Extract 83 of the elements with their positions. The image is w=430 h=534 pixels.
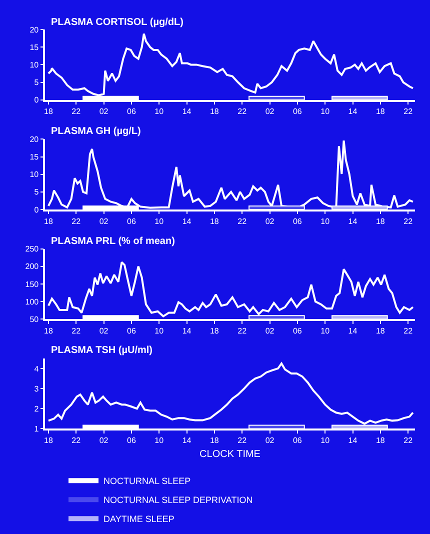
x-tick-label: 14	[182, 326, 192, 336]
x-tick-label: 02	[99, 326, 109, 336]
x-tick-label: 22	[238, 326, 248, 336]
y-tick-label: 0	[34, 205, 40, 214]
x-tick-label: 10	[154, 216, 164, 226]
x-tick-label: 18	[44, 436, 54, 446]
y-tick-label: 50	[30, 314, 40, 324]
x-tick-label: 14	[348, 107, 358, 116]
x-tick-label: 18	[376, 216, 386, 226]
x-tick-label: 10	[320, 436, 330, 446]
x-tick-label: 06	[126, 436, 136, 446]
x-tick-label: 06	[126, 216, 136, 226]
y-tick-label: 4	[34, 364, 40, 374]
y-tick-label: 200	[25, 262, 40, 272]
y-tick-label: 20	[30, 134, 40, 144]
y-tick-label: 150	[25, 280, 40, 289]
x-tick-label: 06	[126, 107, 136, 116]
y-tick-label: 5	[34, 78, 40, 88]
x-tick-label: 14	[182, 436, 192, 446]
x-tick-label: 18	[210, 107, 220, 116]
x-tick-label: 02	[99, 436, 109, 446]
x-tick-label: 18	[210, 436, 220, 446]
x-tick-label: 10	[154, 436, 164, 446]
chart-title: PLASMA TSH (µU/ml)	[51, 345, 152, 356]
x-tick-label: 14	[348, 436, 358, 446]
chart-title: PLASMA GH (µg/L)	[51, 126, 141, 137]
y-tick-label: 10	[30, 60, 40, 70]
x-tick-label: 14	[182, 216, 192, 226]
x-tick-label: 18	[376, 326, 386, 336]
x-tick-label: 18	[44, 326, 54, 336]
x-tick-label: 22	[238, 216, 248, 226]
y-tick-label: 10	[30, 170, 40, 180]
x-tick-label: 10	[320, 216, 330, 226]
x-tick-label: 22	[72, 216, 82, 226]
x-tick-label: 18	[210, 216, 220, 226]
x-tick-label: 10	[154, 326, 164, 336]
x-tick-label: 06	[126, 326, 136, 336]
y-tick-label: 20	[30, 25, 40, 34]
x-tick-label: 02	[265, 216, 275, 226]
y-tick-label: 2	[34, 404, 40, 414]
x-tick-label: 22	[238, 107, 248, 116]
x-tick-label: 22	[72, 107, 82, 116]
x-tick-label: 22	[72, 326, 82, 336]
x-axis-title: CLOCK TIME	[200, 449, 261, 460]
x-tick-label: 02	[265, 326, 275, 336]
x-tick-label: 14	[348, 216, 358, 226]
x-tick-label: 18	[44, 107, 54, 116]
x-tick-label: 22	[404, 107, 414, 116]
x-tick-label: 10	[320, 326, 330, 336]
x-tick-label: 14	[182, 107, 192, 116]
x-tick-label: 22	[404, 326, 414, 336]
legend-label: NOCTURNAL SLEEP	[104, 476, 191, 486]
legend-label: NOCTURNAL SLEEP DEPRIVATION	[104, 495, 253, 506]
x-tick-label: 02	[265, 436, 275, 446]
y-tick-label: 1	[34, 424, 40, 434]
chart-title: PLASMA CORTISOL (µg/dL)	[51, 17, 184, 28]
x-tick-label: 10	[154, 107, 164, 116]
y-tick-label: 3	[34, 384, 40, 394]
chart-title: PLASMA PRL (% of mean)	[51, 236, 175, 247]
x-tick-label: 18	[210, 326, 220, 336]
x-tick-label: 10	[320, 107, 330, 116]
y-tick-label: 15	[30, 42, 40, 52]
y-tick-label: 100	[25, 297, 40, 306]
x-tick-label: 02	[265, 107, 275, 116]
x-tick-label: 22	[404, 436, 414, 446]
x-tick-label: 02	[99, 107, 109, 116]
x-tick-label: 18	[376, 436, 386, 446]
x-tick-label: 22	[404, 216, 414, 226]
x-tick-label: 18	[376, 107, 386, 116]
x-tick-label: 22	[72, 436, 82, 446]
x-tick-label: 18	[44, 216, 54, 226]
legend-label: DAYTIME SLEEP	[104, 514, 174, 524]
y-tick-label: 250	[25, 244, 40, 254]
x-tick-label: 14	[348, 326, 358, 336]
x-tick-label: 06	[292, 216, 302, 226]
x-tick-label: 06	[292, 107, 302, 116]
x-tick-label: 06	[292, 436, 302, 446]
y-tick-label: 0	[34, 96, 40, 105]
x-tick-label: 02	[99, 216, 109, 226]
x-tick-label: 22	[238, 436, 248, 446]
y-tick-label: 15	[30, 152, 40, 162]
y-tick-label: 5	[34, 188, 40, 197]
x-tick-label: 06	[292, 326, 302, 336]
